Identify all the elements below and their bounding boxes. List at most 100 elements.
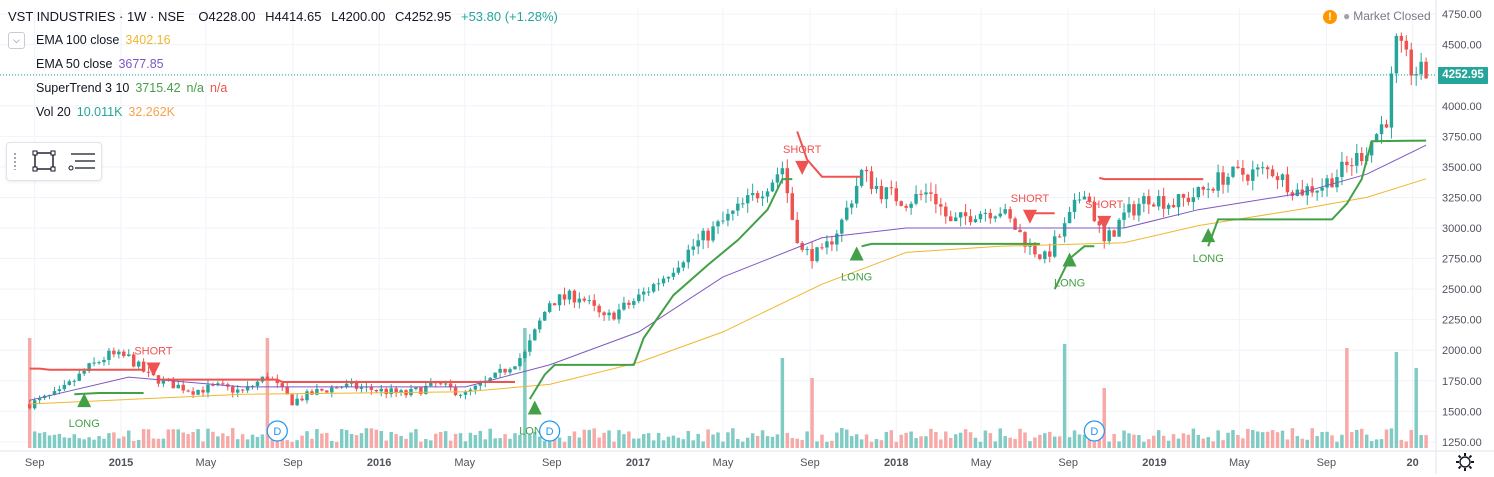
x-tick-label: Sep — [542, 457, 562, 469]
candle-body — [1171, 204, 1176, 208]
supertrend-down-line — [29, 367, 144, 371]
candle-body — [899, 201, 903, 206]
x-tick-label: Sep — [283, 457, 303, 469]
candle-body — [800, 242, 804, 250]
long-label: LONG — [1054, 278, 1085, 290]
candle-body — [131, 354, 136, 367]
volume-bar — [711, 434, 715, 448]
volume-bar — [904, 432, 908, 448]
candle-body — [622, 302, 626, 310]
volume-label: Vol 20 — [36, 105, 71, 119]
list-settings-icon[interactable] — [65, 147, 95, 175]
volume-bar — [1191, 428, 1196, 448]
candle-body — [438, 383, 443, 385]
volume-bar — [1379, 439, 1384, 448]
legend-collapse-button[interactable]: ⌵ — [8, 32, 25, 49]
volume-bar — [845, 429, 849, 448]
legend-ema100[interactable]: EMA 100 close 3402.16 — [36, 31, 171, 49]
volume-bar — [632, 438, 636, 448]
legend-supertrend[interactable]: SuperTrend 3 10 3715.42 n/a n/a — [36, 79, 227, 97]
symbol-title[interactable]: VST INDUSTRIES · 1W · NSE O4228.00 H4414… — [8, 8, 558, 26]
candle-body — [117, 351, 121, 355]
candle-body — [161, 379, 166, 384]
volume-bar — [1384, 429, 1389, 448]
volume-bar — [815, 441, 819, 448]
volume-bar — [102, 438, 106, 448]
drag-handle-icon[interactable] — [13, 152, 17, 170]
volume-bar — [414, 429, 418, 448]
candle-body — [429, 381, 433, 386]
candles — [27, 32, 1428, 410]
long-label: LONG — [69, 418, 100, 430]
candle-body — [869, 171, 874, 190]
candle-body — [1295, 189, 1300, 196]
candle-body — [87, 363, 91, 372]
candle-body — [1340, 161, 1344, 178]
volume-bar — [369, 428, 374, 448]
candle-body — [864, 169, 869, 172]
volume-bar — [681, 439, 686, 448]
volume-bar — [1117, 441, 1121, 448]
candle-body — [681, 262, 686, 268]
warning-icon[interactable]: ! — [1323, 10, 1337, 24]
volume-bar — [731, 428, 735, 448]
volume-bar — [1350, 432, 1354, 448]
gear-icon[interactable] — [1455, 452, 1475, 472]
candle-body — [874, 185, 879, 190]
candle-body — [686, 249, 691, 263]
volume-bar — [983, 430, 988, 448]
supertrend-up-line — [528, 178, 793, 400]
legend-ema50[interactable]: EMA 50 close 3677.85 — [36, 55, 164, 73]
candle-body — [770, 182, 775, 192]
candle-body — [1350, 165, 1354, 167]
legend-volume[interactable]: Vol 20 10.011K 32.262K — [36, 103, 175, 121]
candle-body — [656, 283, 661, 285]
candle-body — [513, 366, 517, 370]
volume-bar — [944, 431, 948, 448]
volume-bar — [349, 433, 354, 448]
candle-body — [1201, 186, 1206, 190]
ema100-line — [29, 178, 1427, 405]
volume-bar — [909, 431, 913, 448]
volume-bar — [790, 437, 795, 448]
chevron-down-icon: ⌵ — [13, 35, 20, 45]
ohlc-high: H4414.65 — [265, 9, 322, 24]
candle-body — [1231, 166, 1235, 177]
rectangle-tool-icon[interactable] — [29, 147, 59, 175]
volume-bar — [835, 432, 839, 448]
ema50-line — [29, 144, 1427, 401]
x-tick-label: 20 — [1407, 457, 1419, 469]
volume-bar — [1186, 434, 1191, 448]
candle-body — [290, 394, 294, 406]
candle-body — [780, 168, 785, 175]
candle-body — [1166, 204, 1171, 209]
volume-bar — [1414, 368, 1418, 448]
candle-body — [637, 294, 641, 302]
x-tick-label: May — [195, 457, 216, 469]
market-status[interactable]: ! ● Market Closed — [1323, 9, 1431, 24]
volume-bar — [924, 436, 928, 448]
candle-body — [379, 388, 384, 392]
symbol-name[interactable]: VST INDUSTRIES · 1W · NSE — [8, 9, 185, 24]
candle-body — [676, 267, 681, 273]
volume-bar — [1389, 428, 1394, 448]
candle-body — [1315, 190, 1319, 193]
short-arrow-icon — [1097, 215, 1112, 230]
volume-bar — [1008, 437, 1012, 448]
volume-bar — [577, 437, 582, 448]
candle-body — [726, 213, 730, 221]
ohlc-open: O4228.00 — [198, 9, 256, 24]
volume-bar — [948, 437, 953, 448]
candle-body — [919, 193, 923, 195]
candle-body — [741, 203, 745, 205]
candle-body — [815, 247, 819, 262]
volume-bars — [27, 328, 1428, 448]
candle-body — [914, 193, 918, 204]
volume-bar — [458, 433, 463, 448]
candle-body — [216, 383, 220, 386]
volume-bar — [1364, 434, 1369, 448]
